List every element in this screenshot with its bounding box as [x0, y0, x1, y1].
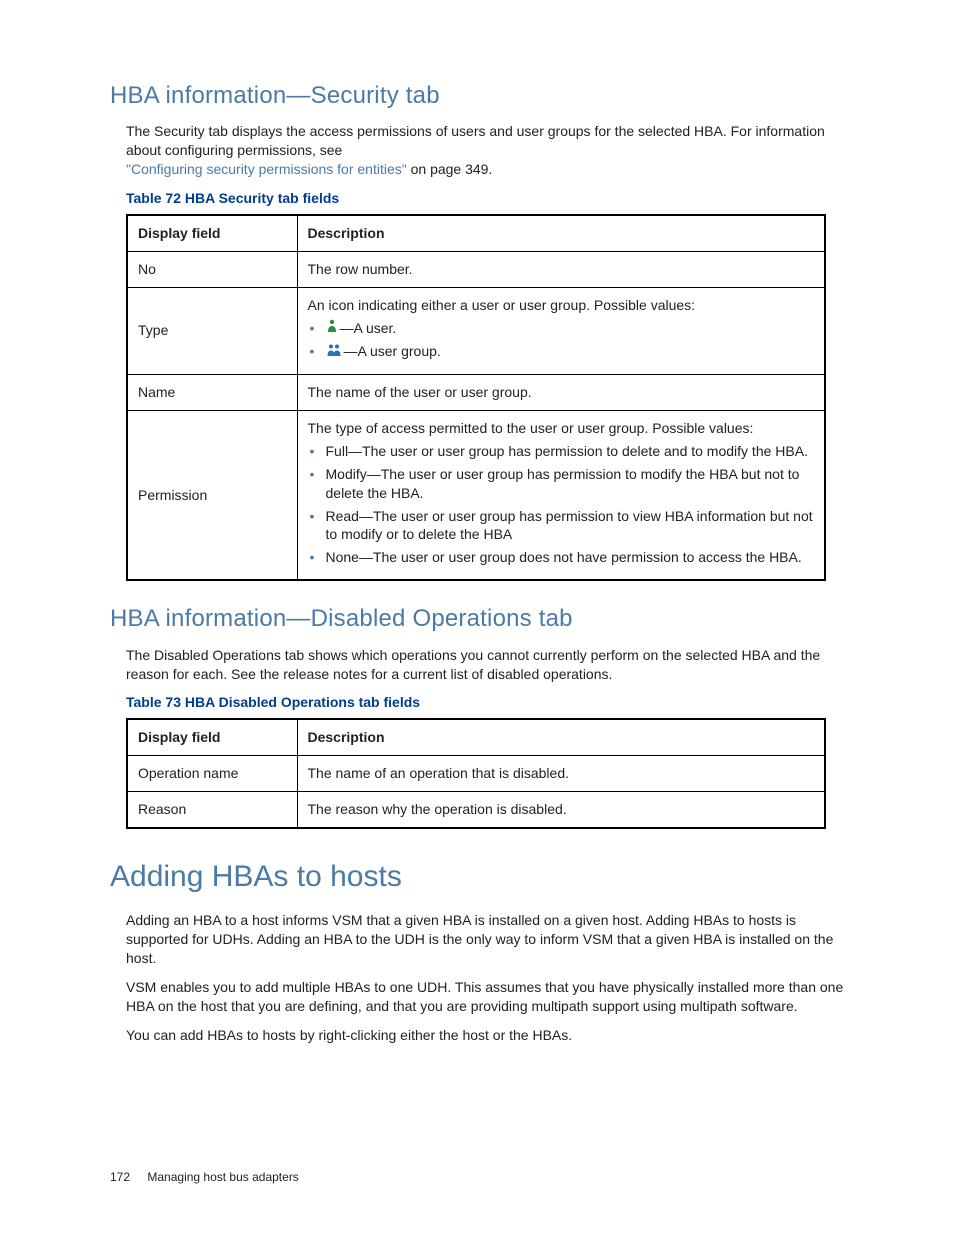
table-row: Reason The reason why the operation is d…: [127, 792, 825, 828]
perm-bullet: Modify—The user or user group has permis…: [308, 465, 815, 503]
cell-desc: The type of access permitted to the user…: [297, 410, 825, 580]
security-intro-tail: on page 349.: [407, 161, 493, 177]
cell-desc: An icon indicating either a user or user…: [297, 287, 825, 374]
adding-p2: VSM enables you to add multiple HBAs to …: [126, 978, 844, 1016]
perm-bullet: Read—The user or user group has permissi…: [308, 507, 815, 545]
table-row: No The row number.: [127, 251, 825, 287]
user-group-icon: [326, 343, 342, 362]
page-footer: 172 Managing host bus adapters: [110, 1169, 299, 1185]
table-security-fields: Display field Description No The row num…: [126, 214, 826, 581]
security-intro: The Security tab displays the access per…: [126, 122, 844, 179]
table-header-row: Display field Description: [127, 215, 825, 251]
user-icon: [326, 319, 338, 338]
disabled-ops-intro: The Disabled Operations tab shows which …: [126, 646, 844, 684]
cell-field: Operation name: [127, 756, 297, 792]
link-config-security[interactable]: "Configuring security permissions for en…: [126, 161, 407, 177]
type-lead: An icon indicating either a user or user…: [308, 297, 696, 313]
table-disabled-ops-fields: Display field Description Operation name…: [126, 718, 826, 829]
table-header-row: Display field Description: [127, 719, 825, 755]
table72-caption: Table 72 HBA Security tab fields: [126, 189, 844, 208]
type-bullet-group-text: —A user group.: [344, 343, 441, 359]
cell-desc: The name of an operation that is disable…: [297, 756, 825, 792]
heading-security-tab: HBA information—Security tab: [110, 80, 844, 112]
cell-field: No: [127, 251, 297, 287]
adding-p1: Adding an HBA to a host informs VSM that…: [126, 911, 844, 968]
table-row: Type An icon indicating either a user or…: [127, 287, 825, 374]
cell-desc: The reason why the operation is disabled…: [297, 792, 825, 828]
perm-bullet: Full—The user or user group has permissi…: [308, 442, 815, 461]
cell-field: Reason: [127, 792, 297, 828]
cell-desc: The name of the user or user group.: [297, 375, 825, 411]
col-display-field: Display field: [127, 215, 297, 251]
cell-field: Permission: [127, 410, 297, 580]
col-description: Description: [297, 719, 825, 755]
type-bullet-user: —A user.: [308, 319, 815, 339]
footer-title: Managing host bus adapters: [147, 1170, 298, 1184]
type-bullet-group: —A user group.: [308, 342, 815, 362]
type-bullet-user-text: —A user.: [340, 320, 397, 336]
heading-adding-hbas: Adding HBAs to hosts: [110, 857, 844, 898]
security-intro-text: The Security tab displays the access per…: [126, 123, 825, 158]
table73-caption: Table 73 HBA Disabled Operations tab fie…: [126, 693, 844, 712]
heading-disabled-ops-tab: HBA information—Disabled Operations tab: [110, 603, 844, 635]
cell-desc: The row number.: [297, 251, 825, 287]
cell-field: Name: [127, 375, 297, 411]
col-description: Description: [297, 215, 825, 251]
perm-lead: The type of access permitted to the user…: [308, 420, 754, 436]
page-number: 172: [110, 1170, 130, 1184]
perm-bullet: None—The user or user group does not hav…: [308, 548, 815, 567]
adding-p3: You can add HBAs to hosts by right-click…: [126, 1026, 844, 1045]
cell-field: Type: [127, 287, 297, 374]
col-display-field: Display field: [127, 719, 297, 755]
table-row: Name The name of the user or user group.: [127, 375, 825, 411]
table-row: Permission The type of access permitted …: [127, 410, 825, 580]
table-row: Operation name The name of an operation …: [127, 756, 825, 792]
